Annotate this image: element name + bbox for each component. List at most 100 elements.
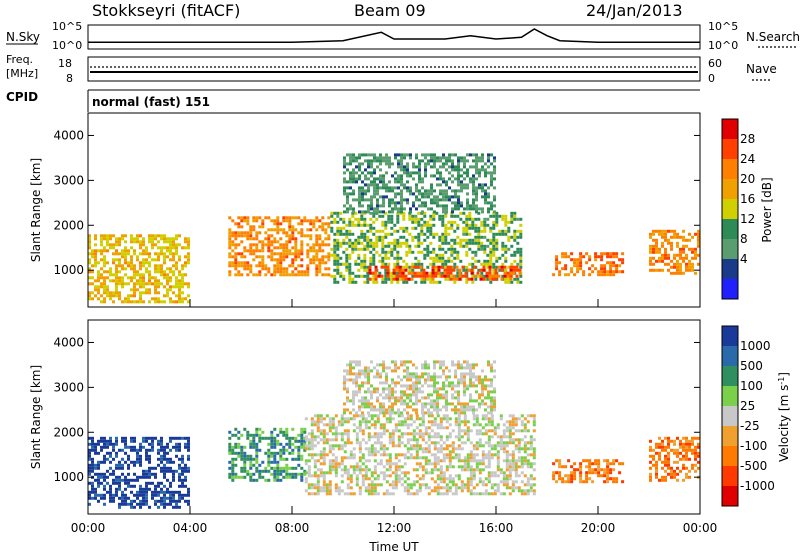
power-cell: [435, 232, 439, 236]
power-cell: [121, 282, 124, 286]
velocity-cell: [499, 447, 503, 451]
velocity-cell: [112, 448, 115, 452]
velocity-cell: [328, 489, 332, 493]
power-cell: [169, 246, 172, 250]
power-cell: [393, 223, 397, 227]
velocity-cell: [124, 478, 127, 482]
velocity-cell: [418, 375, 421, 379]
velocity-cell: [319, 438, 323, 442]
velocity-cell: [343, 450, 347, 454]
velocity-cell: [376, 396, 379, 400]
velocity-cell: [490, 429, 494, 433]
power-cell: [315, 255, 319, 259]
velocity-cell: [127, 496, 130, 500]
power-cell: [495, 247, 499, 251]
power-cell: [285, 273, 289, 277]
velocity-cell: [445, 414, 449, 418]
velocity-cell: [112, 457, 115, 461]
velocity-cell: [529, 438, 533, 442]
velocity-cell: [478, 471, 482, 475]
power-cell: [97, 288, 100, 292]
velocity-cell: [328, 483, 332, 487]
power-cell: [390, 274, 394, 278]
velocity-cell: [523, 459, 527, 463]
velocity-cell: [276, 442, 280, 446]
velocity-cell: [436, 414, 440, 418]
power-cell: [318, 264, 322, 268]
power-cell: [670, 265, 673, 269]
nave-label: Nave: [746, 62, 777, 76]
power-cell: [124, 249, 127, 253]
power-cell: [163, 252, 166, 256]
velocity-cell: [139, 499, 142, 503]
power-cell: [115, 237, 118, 241]
velocity-cell: [412, 402, 415, 406]
power-cell: [255, 231, 259, 235]
velocity-cell: [310, 420, 314, 424]
velocity-cell: [166, 478, 169, 482]
velocity-cell: [316, 483, 320, 487]
power-cell: [466, 174, 469, 178]
velocity-cell: [457, 414, 461, 418]
velocity-cell: [300, 445, 304, 449]
power-cell: [402, 214, 406, 218]
velocity-cell: [279, 448, 283, 452]
velocity-cell: [154, 475, 157, 479]
velocity-cell: [469, 375, 472, 379]
power-cell: [94, 243, 97, 247]
power-cell: [363, 268, 367, 272]
velocity-cell: [373, 459, 377, 463]
velocity-cell: [517, 450, 521, 454]
power-cell: [406, 168, 409, 172]
velocity-cell: [88, 457, 91, 461]
velocity-cell: [127, 472, 130, 476]
velocity-cell: [328, 429, 332, 433]
power-cell: [154, 276, 157, 280]
velocity-cell: [379, 375, 382, 379]
velocity-cell: [246, 472, 250, 476]
velocity-cell: [388, 474, 392, 478]
velocity-cell: [397, 375, 400, 379]
velocity-cell: [231, 478, 235, 482]
power-cell: [419, 271, 423, 275]
velocity-cell: [349, 360, 352, 364]
power-cell: [378, 271, 382, 275]
power-cell: [419, 265, 423, 269]
power-cell: [379, 156, 382, 160]
velocity-cell: [291, 436, 295, 440]
power-cell: [370, 162, 373, 166]
velocity-cell: [91, 457, 94, 461]
velocity-cell: [505, 420, 509, 424]
power-cell: [363, 235, 367, 239]
power-cell: [501, 274, 505, 278]
velocity-cell: [445, 393, 448, 397]
velocity-cell: [319, 486, 323, 490]
power-cell: [462, 238, 466, 242]
velocity-cell: [310, 453, 314, 457]
power-cell: [163, 258, 166, 262]
velocity-cell: [300, 466, 304, 470]
power-colorbar-label: Power [dB]: [760, 177, 774, 242]
power-cell: [474, 250, 478, 254]
power-cell: [453, 220, 457, 224]
velocity-cell: [343, 408, 346, 412]
velocity-cell: [442, 363, 445, 367]
power-cell: [330, 274, 334, 278]
velocity-cell: [457, 474, 461, 478]
velocity-cell: [373, 447, 377, 451]
power-cell: [456, 256, 460, 260]
power-cell: [297, 231, 301, 235]
power-cell: [444, 223, 448, 227]
power-cell: [349, 180, 352, 184]
power-cell: [130, 294, 133, 298]
power-cell: [676, 253, 679, 257]
power-cell: [466, 183, 469, 187]
power-cell: [679, 271, 682, 275]
velocity-cell: [178, 475, 181, 479]
velocity-cell: [403, 471, 407, 475]
power-cell: [615, 264, 619, 268]
velocity-cell: [331, 438, 335, 442]
power-cell: [246, 264, 250, 268]
power-cell: [478, 183, 481, 187]
power-cell: [519, 217, 523, 221]
